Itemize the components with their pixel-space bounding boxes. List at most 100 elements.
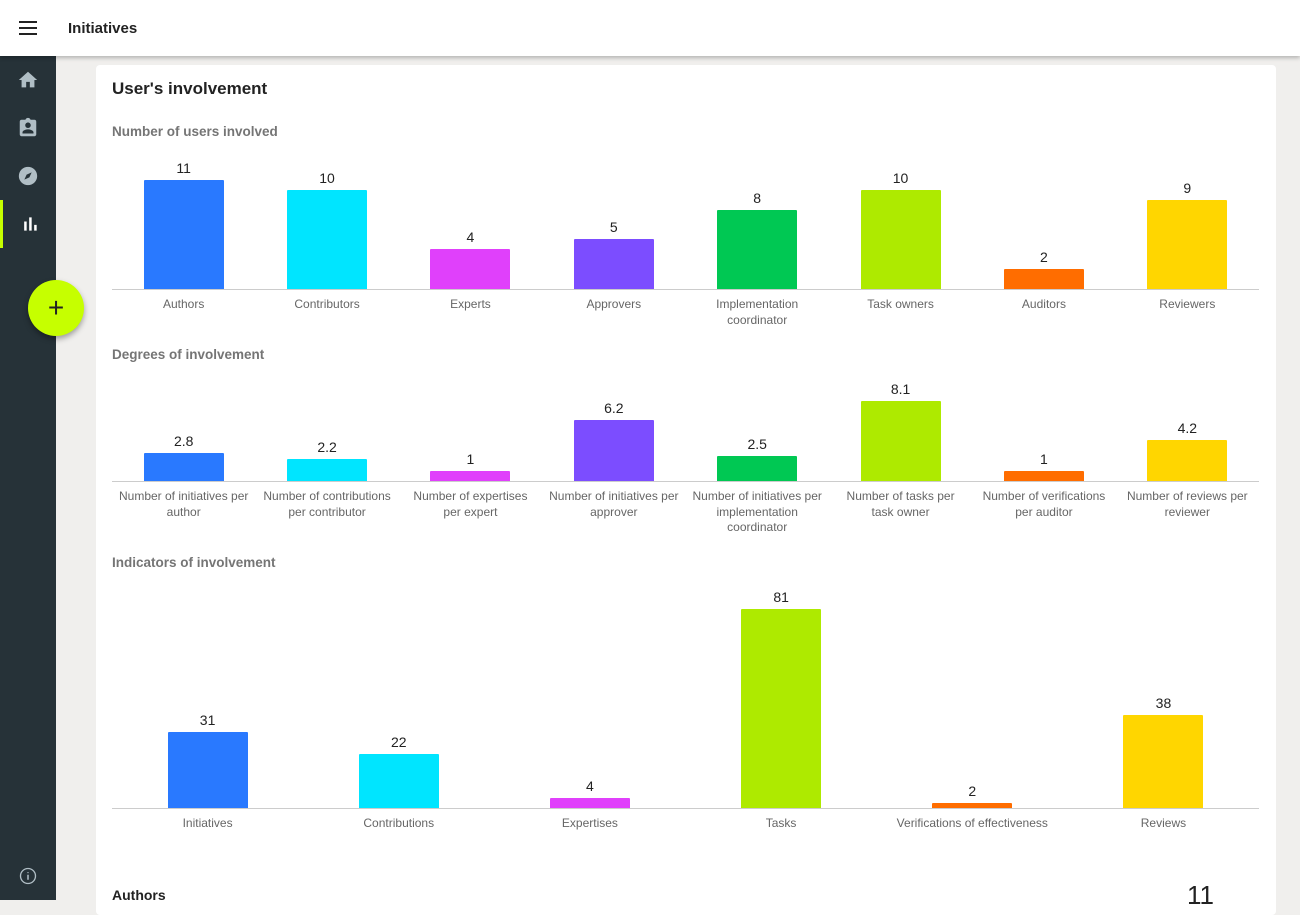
bar-slot: 2.5 [686, 367, 829, 481]
bar-chart-icon [23, 217, 37, 231]
category-label: Number of initiatives per approver [549, 489, 679, 519]
data-label: 2.5 [747, 436, 767, 453]
data-label: 1 [466, 451, 475, 468]
top-app-bar: Initiatives [0, 0, 1300, 56]
bar[interactable] [287, 189, 368, 289]
data-label: 4.2 [1177, 419, 1198, 436]
category-label: Verifications of effectiveness [896, 816, 1048, 830]
category-label: Number of verifications per auditor [982, 489, 1106, 519]
sidebar [0, 56, 56, 900]
bar[interactable] [549, 798, 630, 808]
category-label: Expertises [561, 816, 618, 830]
category-label: Contributions [363, 816, 435, 830]
info-icon [19, 867, 37, 885]
bar[interactable] [1003, 471, 1084, 481]
chart-users-involved: 11 10 4 5 8 10 2 9 Authors Contributors Experts App… [112, 155, 1259, 345]
nav-home[interactable] [0, 56, 56, 104]
chart-title-indicators: Indicators of involvement [112, 555, 276, 570]
data-label: 4 [586, 778, 594, 795]
bar-slot: 81 [686, 585, 877, 808]
category-label: Reviews [1140, 816, 1187, 830]
category-label: Initiatives [182, 816, 233, 830]
data-label: 9 [1183, 179, 1192, 196]
bar[interactable] [741, 609, 822, 808]
category-label: Approvers [586, 297, 642, 311]
bar[interactable] [717, 456, 798, 481]
bar-slot: 10 [829, 155, 972, 289]
bar-slot: 11 [112, 155, 255, 289]
bar[interactable] [860, 189, 941, 289]
data-label: 2 [968, 783, 977, 800]
data-label: 2.2 [317, 439, 337, 456]
bar[interactable] [1003, 269, 1084, 289]
data-label: 1 [1040, 451, 1048, 468]
data-label: 10 [319, 169, 335, 186]
bar[interactable] [932, 803, 1013, 808]
chart-indicators-involvement: 31 22 4 81 2 38 Initiatives Contributions Expert… [112, 585, 1259, 864]
bar-slot: 5 [542, 155, 685, 289]
bar-slot: 4 [494, 585, 685, 808]
x-axis-labels: Authors Contributors Experts Approvers Imple… [112, 297, 1259, 328]
bar-slot: 6.2 [542, 367, 685, 481]
category-label: Implementation coordinator [716, 297, 799, 327]
menu-button[interactable] [0, 0, 56, 56]
app-title: Initiatives [68, 19, 138, 37]
bar-slot: 38 [1068, 585, 1259, 808]
data-label: 38 [1155, 694, 1172, 711]
data-label: 2.8 [173, 433, 194, 450]
data-label: 8.1 [890, 381, 911, 397]
compass-icon [18, 166, 38, 186]
category-label: Experts [450, 297, 491, 311]
category-label: Task owners [867, 297, 934, 311]
nav-info[interactable] [0, 852, 56, 900]
bar-slot: 4 [399, 155, 542, 289]
bar[interactable] [860, 401, 941, 481]
bar[interactable] [358, 753, 439, 808]
category-label: Number of initiatives per implementation… [692, 489, 822, 534]
bar[interactable] [1147, 199, 1228, 289]
bar-slot: 2.2 [255, 367, 398, 481]
category-label: Tasks [765, 816, 797, 830]
bar-slot: 2 [972, 155, 1115, 289]
data-label: 22 [390, 733, 407, 750]
category-label: Number of tasks per task owner [846, 489, 955, 519]
data-label: 11 [176, 160, 191, 176]
nav-statistics[interactable] [0, 200, 56, 248]
bar-slot: 1 [972, 367, 1115, 481]
bar-slot: 31 [112, 585, 303, 808]
bar[interactable] [167, 731, 248, 808]
category-label: Number of expertises per expert [413, 489, 528, 519]
bar[interactable] [717, 209, 798, 289]
bar-slot: 8.1 [829, 367, 972, 481]
data-label: 6.2 [604, 399, 624, 416]
chart-degrees-involvement: 2.8 2.2 1 6.2 2.5 8.1 1 4.2 Number of initiative… [112, 367, 1259, 537]
home-icon [18, 71, 38, 88]
bar-slot: 9 [1116, 155, 1259, 289]
bar-slot: 2 [877, 585, 1068, 808]
data-label: 31 [199, 711, 216, 728]
bar[interactable] [573, 239, 654, 289]
chart-title-degrees: Degrees of involvement [112, 347, 265, 362]
x-axis-labels: Initiatives Contributions Expertises Tasks V… [112, 816, 1259, 832]
bar[interactable] [573, 419, 654, 481]
nav-explore[interactable] [0, 152, 56, 200]
nav-assignments[interactable] [0, 104, 56, 152]
bar[interactable] [1147, 439, 1228, 481]
plot-area: 11 10 4 5 8 10 2 9 [112, 155, 1259, 290]
category-label: Reviewers [1159, 297, 1216, 311]
bar[interactable] [143, 180, 224, 289]
data-label: 81 [773, 589, 789, 605]
bar-slot: 4.2 [1116, 367, 1259, 481]
add-button[interactable]: + [28, 280, 84, 336]
authors-label: Authors [112, 887, 166, 903]
involvement-card: User's involvement Number of users invol… [96, 65, 1276, 915]
chart-title-users: Number of users involved [112, 124, 278, 139]
bar[interactable] [430, 471, 511, 481]
bar[interactable] [287, 459, 368, 481]
category-label: Number of contributions per contributor [263, 489, 391, 519]
data-label: 2 [1040, 249, 1048, 266]
bar[interactable] [1123, 714, 1204, 808]
bar[interactable] [143, 453, 224, 481]
bar[interactable] [430, 249, 511, 289]
bar-slot: 22 [303, 585, 494, 808]
